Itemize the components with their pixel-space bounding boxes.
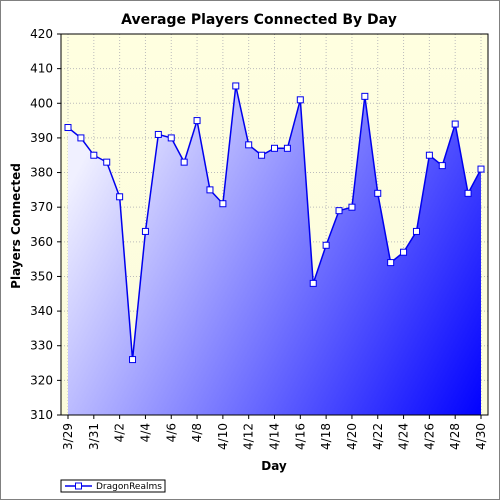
x-tick-label: 4/26 (422, 423, 436, 450)
legend-box (60, 479, 166, 493)
series-markers (64, 82, 485, 364)
y-tick-label: 340 (30, 304, 53, 318)
x-tick-label: 4/12 (242, 423, 256, 450)
x-tick-label: 4/2 (113, 423, 127, 442)
x-tick-label: 4/20 (345, 423, 359, 450)
data-point-marker (219, 200, 227, 208)
data-point-marker (232, 82, 240, 90)
data-point-marker (167, 134, 175, 142)
data-point-marker (245, 141, 253, 149)
y-tick-label: 330 (30, 339, 53, 353)
data-point-marker (271, 144, 278, 152)
data-point-marker (348, 203, 356, 211)
data-point-marker (141, 227, 149, 235)
y-axis-ticks: 310 320 330 340 350 360 370 380 390 400 410 420 (30, 27, 61, 422)
data-point-marker (77, 134, 85, 142)
y-tick-label: 380 (30, 166, 53, 180)
data-point-marker (258, 151, 266, 159)
y-tick-label: 420 (30, 27, 53, 41)
series-area-fill (68, 85, 481, 415)
y-tick-label: 350 (30, 269, 53, 283)
x-tick-label: 4/28 (448, 423, 462, 450)
data-point-marker (477, 165, 485, 173)
x-tick-label: 4/16 (293, 423, 307, 450)
x-tick-label: 3/29 (61, 423, 75, 450)
data-point-marker (64, 124, 72, 132)
data-point-marker (283, 144, 291, 152)
x-tick-label: 4/10 (216, 423, 230, 450)
data-point-marker (193, 117, 201, 125)
y-tick-label: 390 (30, 131, 53, 145)
data-point-marker (116, 193, 124, 201)
data-point-marker (387, 259, 395, 267)
data-point-marker (296, 96, 304, 104)
x-tick-label: 4/30 (474, 423, 488, 450)
x-axis-ticks: 3/29 3/31 4/2 4/4 4/6 4/8 4/10 4/12 4/14 4/16 4/18… (61, 415, 488, 450)
legend-label: DragonRealms (96, 482, 162, 492)
data-point-marker (103, 158, 111, 166)
data-point-marker (154, 130, 162, 138)
data-point-marker (90, 151, 98, 159)
x-tick-label: 4/22 (371, 423, 385, 450)
legend: DragonRealms (60, 479, 166, 493)
data-point-marker (400, 248, 408, 256)
data-point-marker (322, 241, 330, 249)
x-tick-label: 4/18 (319, 423, 333, 450)
y-tick-label: 310 (30, 408, 53, 422)
data-point-marker (361, 92, 369, 100)
y-tick-label: 370 (30, 200, 53, 214)
data-point-marker (451, 120, 459, 128)
data-point-marker (129, 356, 137, 364)
x-tick-label: 4/6 (164, 423, 178, 442)
data-point-marker (206, 186, 214, 194)
y-tick-label: 410 (30, 62, 53, 76)
x-axis-title: Day (261, 459, 287, 473)
y-tick-label: 360 (30, 235, 53, 249)
y-axis-title: Players Connected (9, 163, 23, 289)
y-tick-label: 400 (30, 96, 53, 110)
x-tick-label: 4/14 (268, 423, 282, 450)
data-point-marker (412, 227, 420, 235)
x-tick-label: 4/4 (138, 423, 152, 442)
data-point-marker (309, 279, 317, 287)
y-tick-label: 320 (30, 373, 53, 387)
data-point-marker (180, 158, 188, 166)
data-point-marker (335, 207, 343, 215)
x-tick-label: 4/8 (190, 423, 204, 442)
legend-marker-swatch (75, 482, 82, 490)
x-tick-label: 3/31 (87, 423, 101, 450)
data-point-marker (438, 162, 446, 170)
data-point-marker (374, 189, 382, 197)
x-tick-label: 4/24 (397, 423, 411, 450)
data-point-marker (425, 151, 433, 159)
data-point-marker (464, 189, 472, 197)
chart-title: Average Players Connected By Day (121, 12, 397, 28)
